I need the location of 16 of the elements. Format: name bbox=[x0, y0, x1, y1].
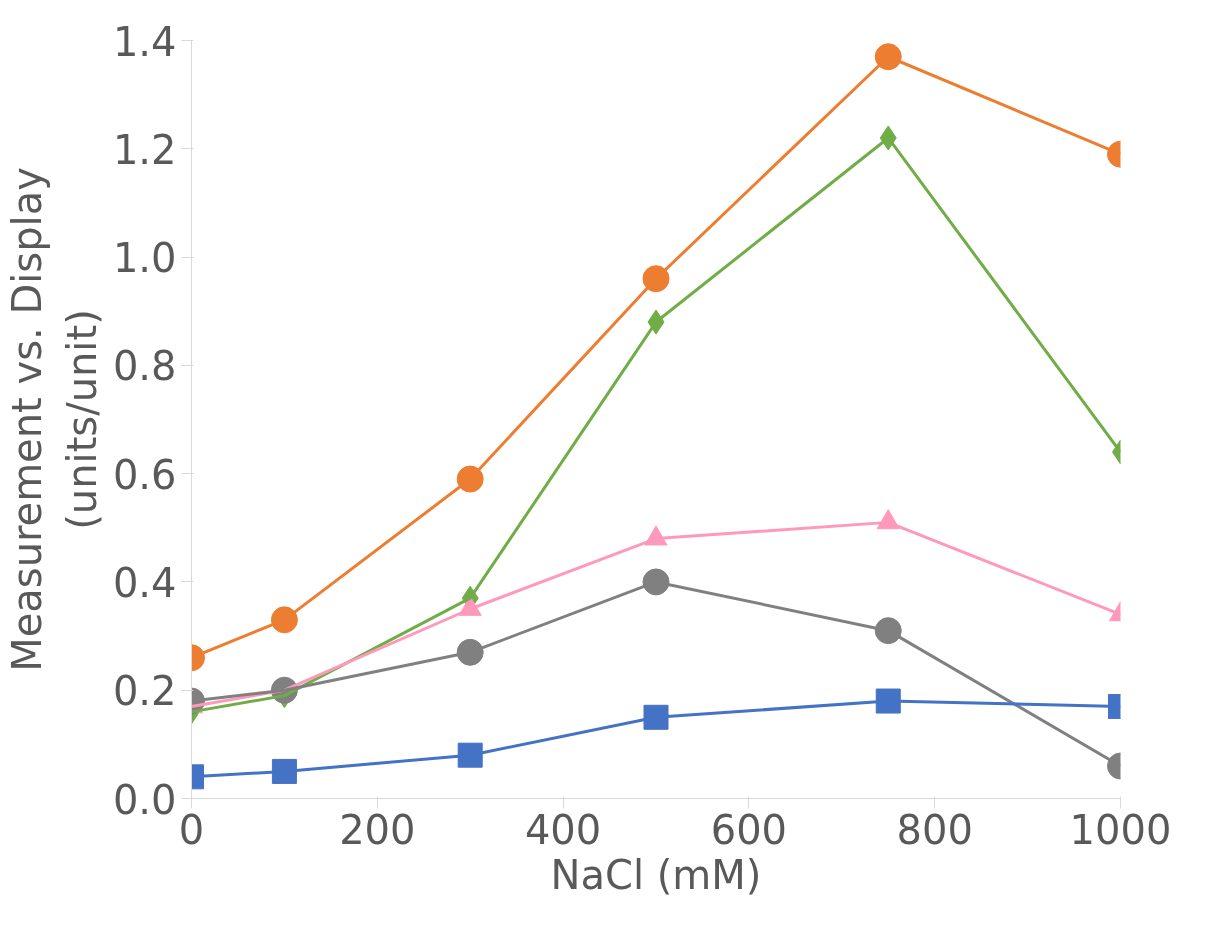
y-axis-title: Measurement vs. Display (units/unit) bbox=[3, 167, 105, 672]
x-tick-label: 1000 bbox=[1069, 806, 1172, 853]
y-tick-label: 1.2 bbox=[112, 126, 177, 173]
y-tick-label: 0.8 bbox=[112, 343, 177, 390]
y-tick-label: 1.4 bbox=[112, 18, 177, 65]
y-tick-label: 0.4 bbox=[112, 559, 177, 606]
x-tick-label: 200 bbox=[339, 806, 416, 853]
y-tick-label: 1.0 bbox=[112, 235, 177, 282]
y-tick-label: 0.6 bbox=[112, 451, 177, 498]
x-tick-label: 0 bbox=[178, 806, 205, 853]
x-tick-label: 800 bbox=[896, 806, 973, 853]
x-tick-label: 600 bbox=[710, 806, 788, 853]
x-tick-label: 400 bbox=[524, 806, 602, 853]
x-axis-title: NaCl (mM) bbox=[550, 851, 762, 898]
y-tick-label: 0.2 bbox=[112, 668, 177, 715]
y-tick-label: 0.0 bbox=[112, 776, 177, 823]
